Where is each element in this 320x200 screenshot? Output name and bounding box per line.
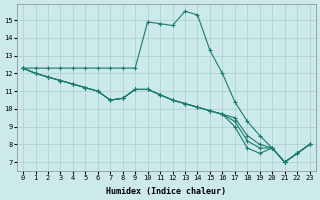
- X-axis label: Humidex (Indice chaleur): Humidex (Indice chaleur): [106, 187, 226, 196]
